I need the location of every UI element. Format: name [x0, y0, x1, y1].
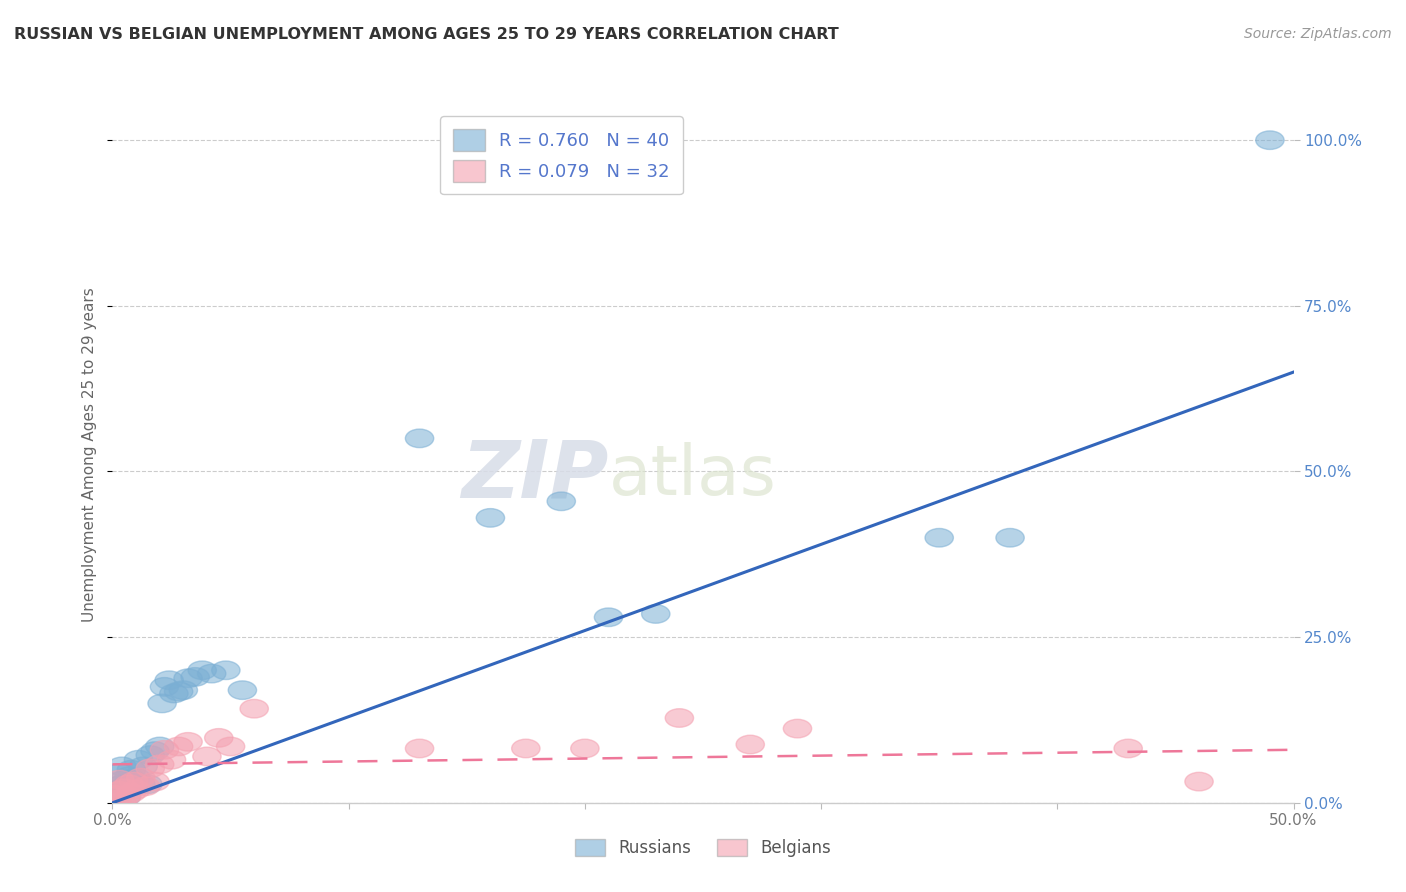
Ellipse shape — [148, 694, 176, 713]
Ellipse shape — [120, 777, 148, 796]
Y-axis label: Unemployment Among Ages 25 to 29 years: Unemployment Among Ages 25 to 29 years — [82, 287, 97, 623]
Ellipse shape — [925, 528, 953, 547]
Ellipse shape — [105, 781, 134, 800]
Ellipse shape — [110, 779, 138, 797]
Text: atlas: atlas — [609, 442, 776, 509]
Ellipse shape — [160, 684, 188, 703]
Ellipse shape — [141, 772, 169, 791]
Text: Source: ZipAtlas.com: Source: ZipAtlas.com — [1244, 27, 1392, 41]
Ellipse shape — [512, 739, 540, 757]
Ellipse shape — [120, 772, 148, 791]
Ellipse shape — [595, 608, 623, 626]
Ellipse shape — [131, 777, 160, 796]
Ellipse shape — [665, 709, 693, 727]
Ellipse shape — [105, 764, 134, 782]
Ellipse shape — [405, 429, 433, 448]
Ellipse shape — [117, 760, 146, 779]
Ellipse shape — [150, 678, 179, 696]
Ellipse shape — [122, 768, 150, 787]
Ellipse shape — [174, 732, 202, 751]
Ellipse shape — [1114, 739, 1142, 757]
Ellipse shape — [477, 508, 505, 527]
Ellipse shape — [1256, 131, 1284, 150]
Ellipse shape — [134, 775, 162, 794]
Ellipse shape — [103, 777, 131, 796]
Ellipse shape — [146, 737, 174, 756]
Ellipse shape — [217, 737, 245, 756]
Ellipse shape — [136, 746, 165, 764]
Ellipse shape — [146, 756, 174, 773]
Ellipse shape — [737, 735, 765, 754]
Ellipse shape — [108, 792, 136, 811]
Ellipse shape — [165, 737, 193, 756]
Ellipse shape — [197, 665, 226, 683]
Ellipse shape — [155, 671, 183, 690]
Ellipse shape — [783, 719, 811, 738]
Ellipse shape — [101, 780, 129, 799]
Ellipse shape — [141, 742, 169, 760]
Ellipse shape — [110, 771, 138, 789]
Ellipse shape — [129, 757, 157, 776]
Ellipse shape — [124, 750, 153, 769]
Ellipse shape — [127, 775, 155, 794]
Ellipse shape — [117, 783, 146, 802]
Ellipse shape — [157, 750, 186, 769]
Ellipse shape — [205, 729, 233, 747]
Ellipse shape — [547, 492, 575, 510]
Ellipse shape — [165, 682, 193, 701]
Ellipse shape — [228, 681, 256, 699]
Ellipse shape — [101, 786, 129, 804]
Ellipse shape — [1185, 772, 1213, 791]
Ellipse shape — [571, 739, 599, 757]
Ellipse shape — [112, 787, 141, 805]
Ellipse shape — [212, 661, 240, 680]
Text: ZIP: ZIP — [461, 437, 609, 515]
Ellipse shape — [136, 759, 165, 778]
Ellipse shape — [405, 739, 433, 757]
Ellipse shape — [105, 771, 134, 789]
Ellipse shape — [103, 790, 131, 809]
Ellipse shape — [169, 681, 197, 699]
Ellipse shape — [188, 661, 217, 680]
Ellipse shape — [112, 787, 141, 805]
Ellipse shape — [240, 699, 269, 718]
Ellipse shape — [127, 768, 155, 787]
Ellipse shape — [115, 767, 143, 786]
Ellipse shape — [641, 605, 669, 624]
Ellipse shape — [150, 740, 179, 759]
Ellipse shape — [995, 528, 1024, 547]
Ellipse shape — [115, 775, 143, 794]
Ellipse shape — [105, 783, 134, 802]
Ellipse shape — [122, 780, 150, 799]
Ellipse shape — [174, 669, 202, 688]
Ellipse shape — [108, 775, 136, 794]
Ellipse shape — [193, 747, 221, 765]
Text: RUSSIAN VS BELGIAN UNEMPLOYMENT AMONG AGES 25 TO 29 YEARS CORRELATION CHART: RUSSIAN VS BELGIAN UNEMPLOYMENT AMONG AG… — [14, 27, 839, 42]
Ellipse shape — [181, 667, 209, 686]
Ellipse shape — [108, 757, 136, 776]
Ellipse shape — [110, 780, 138, 799]
Legend: Russians, Belgians: Russians, Belgians — [568, 832, 838, 864]
